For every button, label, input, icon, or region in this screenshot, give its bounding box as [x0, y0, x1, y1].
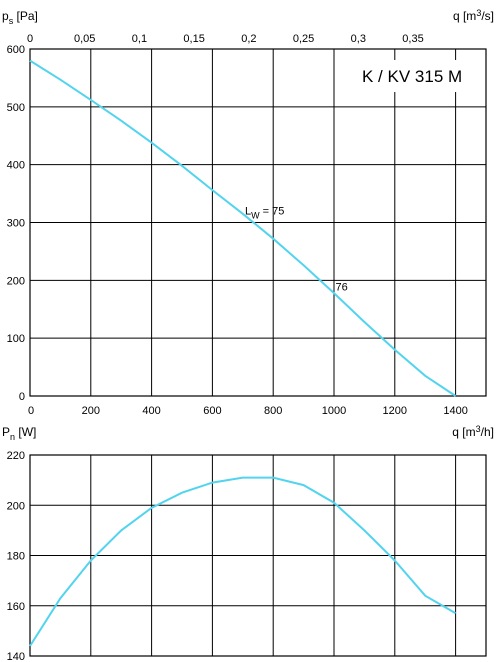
y-tick-label: 300 [7, 218, 25, 230]
sound-level-label-75: LW = 75 [245, 206, 284, 221]
x-tick-label: 1400 [443, 405, 467, 417]
chart-title: K / KV 315 M [362, 67, 462, 86]
power-y-tick-label: 160 [7, 601, 25, 613]
bottom-plot-frame [29, 454, 487, 657]
top-x-tick-label: 0,1 [132, 33, 147, 45]
x-axis-label-top: q [m3/s] [453, 8, 494, 23]
pressure-curve [29, 59, 457, 397]
x-tick-label: 1200 [383, 405, 407, 417]
top-x-tick-label: 0,05 [74, 33, 95, 45]
top-x-tick-label: 0,2 [241, 33, 256, 45]
x-tick-label: 200 [82, 405, 100, 417]
top-x-tick-label: 0 [27, 33, 33, 45]
x-tick-label: 400 [142, 405, 160, 417]
power-curve [29, 476, 457, 647]
y-tick-label: 600 [7, 44, 25, 56]
x-tick-label: 600 [203, 405, 221, 417]
y-tick-label: 200 [7, 275, 25, 287]
top-plot-frame [29, 48, 487, 397]
y-axis-label-power: Pn [W] [2, 425, 36, 442]
sound-level-label-76: 76 [336, 282, 348, 294]
top-x-tick-label: 0,25 [293, 33, 314, 45]
x-axis-label-bottom: q [m3/h] [452, 424, 494, 439]
power-y-tick-label: 220 [7, 450, 25, 462]
y-axis-label-pressure: ps [Pa] [2, 9, 38, 26]
x-tick-label: 1000 [322, 405, 346, 417]
top-x-tick-label: 0,15 [183, 33, 204, 45]
title-box [358, 60, 458, 92]
power-y-tick-label: 180 [7, 551, 25, 563]
y-tick-label: 400 [7, 160, 25, 172]
top-x-tick-label: 0,3 [351, 33, 366, 45]
power-y-tick-label: 200 [7, 500, 25, 512]
y-tick-label: 500 [7, 102, 25, 114]
x-tick-label: 0 [28, 405, 34, 417]
x-tick-label: 800 [264, 405, 282, 417]
power-y-tick-label: 140 [7, 651, 25, 662]
y-tick-label: 100 [7, 333, 25, 345]
y-tick-label: 0 [19, 391, 25, 403]
top-x-tick-label: 0,35 [402, 33, 423, 45]
